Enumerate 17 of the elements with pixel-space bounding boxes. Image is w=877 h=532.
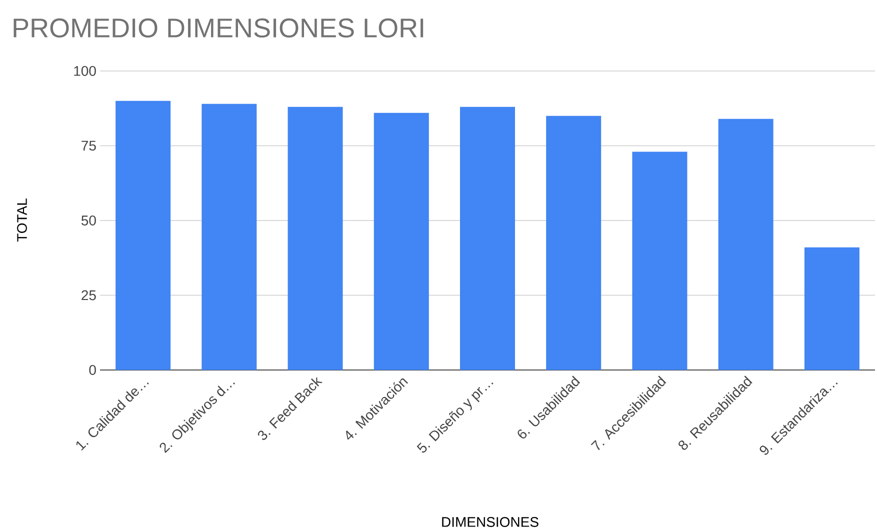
chart-title: PROMEDIO DIMENSIONES LORI [14, 18, 424, 38]
bar [116, 100, 171, 370]
bar [374, 112, 429, 370]
bar [288, 106, 343, 370]
bar [460, 106, 515, 370]
bar [202, 104, 257, 370]
y-tick-label: 25 [82, 290, 96, 300]
y-tick-label: 75 [82, 140, 96, 151]
bar [546, 116, 602, 370]
y-tick-label: 0 [89, 365, 96, 375]
bar [632, 152, 688, 370]
y-tick-label: 100 [74, 66, 96, 76]
bar [718, 118, 774, 370]
y-tick-label: 50 [81, 216, 96, 226]
x-axis-title: DIMENSIONES [442, 517, 538, 527]
bar [804, 247, 860, 370]
y-axis-title: TOTAL [17, 198, 27, 242]
